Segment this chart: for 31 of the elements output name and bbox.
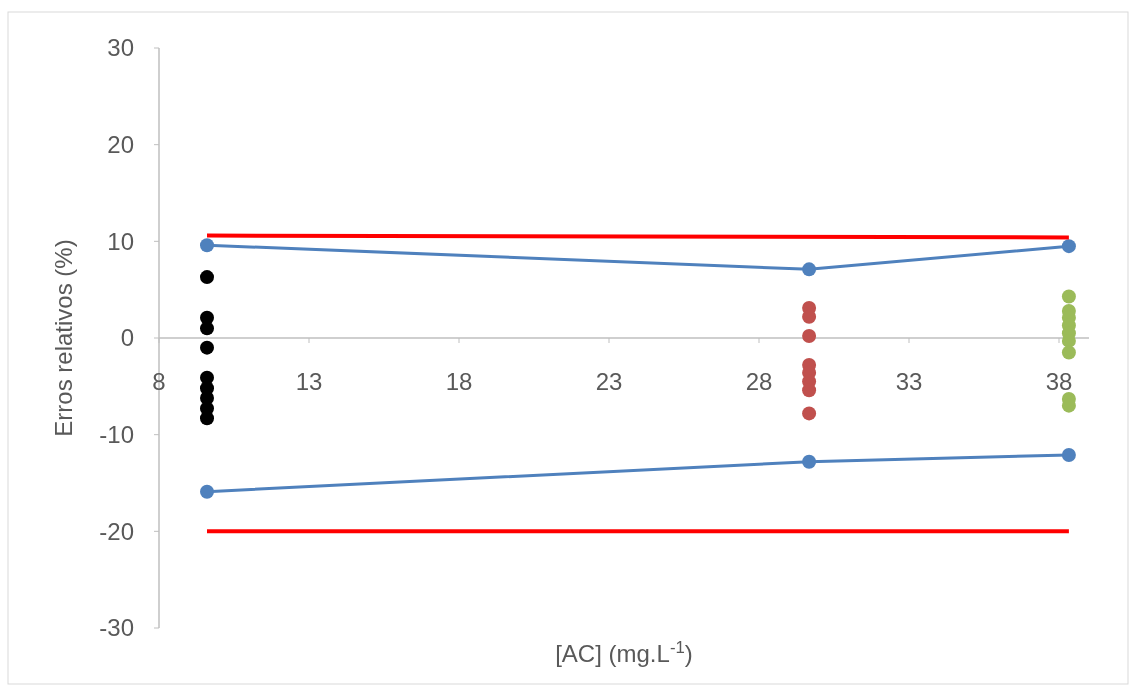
point [802, 262, 817, 277]
y-tick-label: 20 [107, 131, 134, 159]
point [200, 484, 214, 499]
y-axis-title: Erros relativos (%) [50, 239, 77, 437]
y-tick-label: -10 [99, 421, 134, 449]
x-axis-title: [AC] (mg.L$^{-1}$) [555, 637, 693, 667]
point [200, 270, 214, 285]
point [802, 329, 817, 344]
point [802, 406, 817, 421]
x-tick-label: 28 [745, 368, 773, 395]
point [802, 454, 817, 469]
x-tick-label: 38 [1045, 368, 1073, 395]
x-tick-label: 8 [152, 368, 166, 395]
point [200, 238, 214, 253]
point [200, 411, 214, 426]
point [1061, 239, 1076, 254]
x-tick-label: 33 [895, 368, 923, 395]
point [200, 340, 214, 355]
point [802, 383, 817, 398]
x-tick-label: 18 [445, 368, 473, 395]
y-tick-label: 0 [120, 324, 134, 352]
x-tick-label: 23 [595, 368, 623, 395]
y-tick-label: 10 [107, 227, 134, 255]
x-tick-label: 13 [295, 368, 323, 395]
y-tick-label: 30 [107, 34, 134, 62]
point [1061, 289, 1076, 304]
point [200, 321, 214, 336]
y-tick-label: -30 [99, 614, 134, 642]
point [1061, 447, 1076, 462]
point [1061, 345, 1076, 360]
y-tick-label: -20 [99, 517, 134, 545]
